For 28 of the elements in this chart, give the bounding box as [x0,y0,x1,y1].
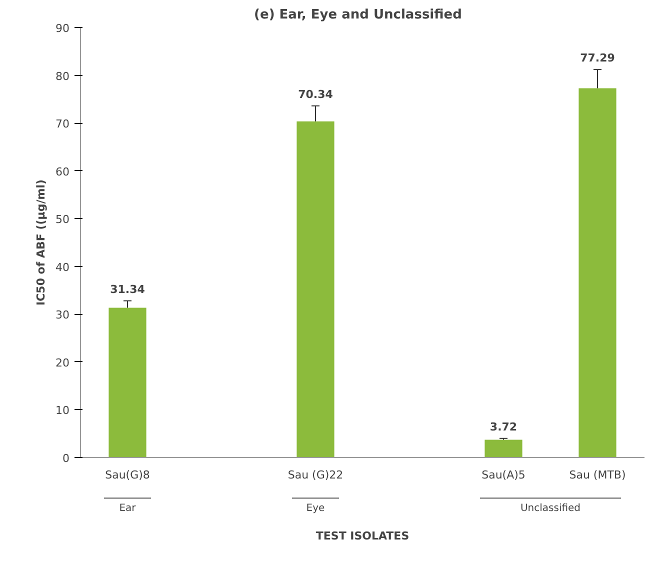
y-tick-label: 90 [56,22,70,35]
y-axis-title: IC50 of ABF ((µg/ml) [34,179,48,306]
x-tick-label: Sau (G)22 [288,468,344,482]
data-label: 70.34 [298,88,334,101]
y-tick-label: 0 [62,452,70,465]
x-tick-label: Sau (MTB) [569,468,626,482]
text: Ear [119,502,137,514]
y-tick-label: 20 [56,356,70,370]
y-tick-label: 60 [56,165,70,178]
text: Eye [306,502,325,514]
x-tick-label: Sau(G)8 [105,468,150,482]
bar [108,308,146,458]
y-tick-label: 70 [56,118,70,131]
y-tick-label: 80 [56,70,70,83]
bar [578,88,616,458]
y-tick-label: 50 [56,213,70,226]
x-tick-label: Sau(A)5 [482,468,526,482]
y-tick-label: 40 [56,260,70,274]
bar [484,440,522,458]
data-label: 77.29 [580,52,615,65]
y-tick-label: 10 [56,404,70,418]
y-tick-label: 30 [56,308,70,322]
data-label: 31.34 [110,282,146,296]
data-label: 3.72 [490,420,518,434]
text: Unclassified [520,502,581,514]
bar [296,121,334,458]
x-axis-title: TEST ISOLATES [316,530,410,542]
chart-title: (e) Ear, Eye and Unclassified [254,8,462,22]
